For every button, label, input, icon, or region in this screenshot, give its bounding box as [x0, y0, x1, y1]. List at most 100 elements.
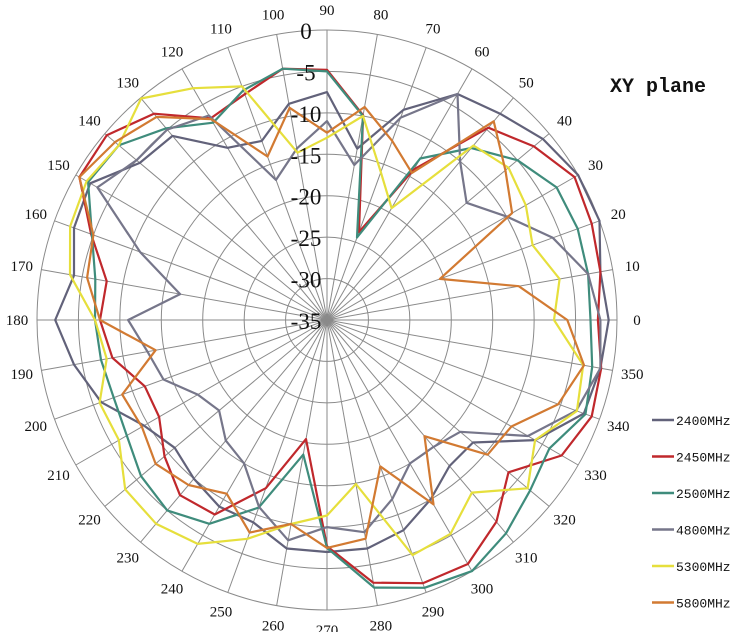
angle-tick-label: 150 [47, 158, 70, 174]
data-point [248, 531, 251, 534]
data-point [94, 319, 96, 321]
data-point [356, 147, 359, 150]
data-point [516, 159, 519, 162]
angle-tick-label: 30 [588, 158, 603, 174]
data-point [439, 278, 441, 280]
data-point [507, 166, 510, 169]
data-point [492, 120, 495, 123]
radial-tick-label: -35 [291, 309, 322, 334]
data-point [155, 116, 158, 118]
grid-spoke [104, 319, 328, 507]
data-point [456, 93, 459, 95]
data-point [225, 492, 228, 495]
angle-tick-label: 100 [262, 8, 285, 24]
legend-label: 2500MHz [676, 487, 731, 502]
grid-spoke [75, 174, 328, 321]
grid-spoke [276, 319, 328, 606]
data-point [121, 393, 124, 396]
data-point [118, 144, 120, 147]
angle-tick-label: 160 [24, 207, 47, 223]
data-point [158, 416, 160, 418]
data-point [402, 529, 405, 532]
data-point [305, 438, 307, 440]
data-point [111, 357, 114, 359]
data-point [373, 586, 375, 589]
series-line-4800MHz [96, 92, 602, 542]
angle-tick-label: 120 [161, 45, 184, 61]
data-point [139, 251, 141, 253]
angle-tick-label: 210 [47, 468, 70, 484]
data-point [380, 171, 382, 173]
data-point [166, 509, 169, 512]
data-point [448, 465, 451, 467]
data-point [246, 537, 249, 540]
angle-tick-label: 270 [316, 623, 339, 632]
data-point [429, 498, 432, 501]
data-point [73, 227, 75, 229]
data-point [399, 116, 402, 119]
data-point [281, 67, 284, 70]
data-point [197, 393, 199, 396]
data-point [326, 551, 328, 553]
grid-spoke [181, 319, 328, 572]
data-point [73, 363, 75, 366]
data-point [527, 435, 529, 437]
data-point [326, 547, 328, 549]
data-point [598, 220, 601, 222]
grid-spoke [75, 319, 328, 466]
data-point [390, 207, 393, 209]
data-point [127, 319, 129, 321]
data-point [555, 186, 558, 189]
grid-spoke [326, 97, 514, 321]
data-point [372, 581, 375, 584]
grid-spoke [326, 47, 427, 321]
data-point [576, 227, 579, 230]
polar-grid [36, 29, 618, 611]
data-point [590, 415, 593, 418]
grid-spoke [326, 319, 600, 420]
data-point [597, 319, 599, 321]
data-point [566, 319, 569, 321]
data-point [326, 131, 328, 134]
data-point [138, 162, 141, 164]
data-point [69, 225, 71, 228]
data-point [363, 531, 366, 533]
data-point [193, 477, 195, 480]
radial-tick-label: -5 [296, 60, 315, 85]
data-point [54, 319, 57, 321]
angle-tick-label: 190 [10, 367, 33, 383]
data-point [288, 107, 291, 109]
grid-spoke [326, 34, 378, 321]
data-point [155, 522, 157, 525]
data-point [326, 136, 328, 139]
angle-tick-label: 70 [426, 22, 441, 38]
data-point [531, 244, 534, 246]
data-point [402, 108, 405, 111]
legend-label: 5300MHz [676, 560, 731, 575]
data-point [524, 204, 527, 207]
data-point [557, 403, 560, 405]
grid-spoke [276, 34, 328, 321]
grid-spoke [326, 319, 473, 572]
data-point [302, 453, 305, 456]
data-point [542, 138, 544, 140]
data-point [69, 273, 71, 276]
data-point [171, 135, 174, 137]
data-point [432, 446, 435, 448]
radial-tick-label: 0 [300, 19, 312, 44]
chart-title: XY plane [610, 76, 706, 99]
data-point [551, 237, 554, 239]
data-point [533, 145, 535, 148]
angle-tick-label: 330 [584, 468, 607, 484]
data-point [591, 365, 593, 368]
data-point [411, 554, 414, 556]
data-point [548, 447, 551, 450]
data-point [504, 169, 507, 172]
data-point [326, 68, 328, 71]
data-point [261, 140, 263, 142]
angle-tick-label: 60 [475, 45, 490, 61]
data-point [573, 176, 576, 178]
data-point [499, 112, 501, 115]
grid-spoke [326, 269, 613, 321]
